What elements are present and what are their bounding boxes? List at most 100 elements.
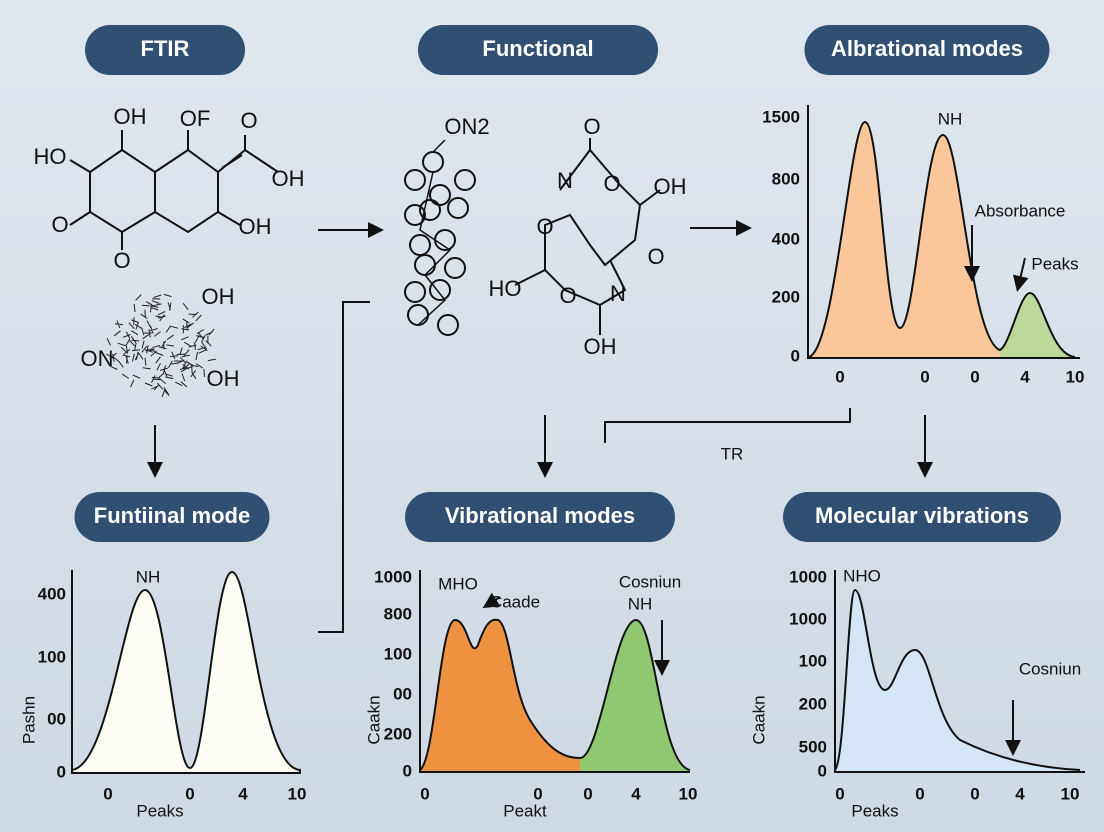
pill-label: Molecular vibrations bbox=[815, 503, 1029, 528]
x-tick-label: 0 bbox=[915, 784, 924, 803]
y-tick-label: 0 bbox=[403, 761, 412, 780]
pill bbox=[418, 25, 658, 75]
annotation: Cosniun bbox=[619, 572, 681, 591]
molecule-label: O bbox=[583, 114, 600, 139]
x-tick-label: 0 bbox=[970, 784, 979, 803]
molecule-label: OH bbox=[114, 104, 147, 129]
molecule-label: N bbox=[557, 168, 573, 193]
x-tick-label: 4 bbox=[1020, 367, 1030, 386]
molecule-label: O bbox=[51, 212, 68, 237]
x-tick-label: 0 bbox=[103, 784, 112, 803]
molecule-label: OH bbox=[202, 284, 235, 309]
y-tick-label: 400 bbox=[38, 584, 66, 603]
x-axis-label: Peaks bbox=[851, 801, 898, 820]
y-tick-label: 100 bbox=[38, 647, 66, 666]
x-tick-label: 4 bbox=[1015, 784, 1025, 803]
layout-shapes bbox=[69, 105, 1085, 774]
y-tick-label: 00 bbox=[393, 684, 412, 703]
molecule-label: O bbox=[559, 283, 576, 308]
ring-atom bbox=[419, 199, 441, 221]
x-tick-label: 10 bbox=[1061, 784, 1080, 803]
molecule-label: OH bbox=[654, 174, 687, 199]
y-tick-label: 200 bbox=[772, 287, 800, 306]
pill bbox=[405, 492, 675, 542]
molecule-label: HO bbox=[34, 144, 67, 169]
pill bbox=[804, 25, 1050, 75]
x-tick-label: 0 bbox=[420, 784, 429, 803]
annotation: MHO bbox=[438, 574, 478, 593]
molecule-label: OH bbox=[272, 166, 305, 191]
y-tick-label: 0 bbox=[791, 346, 800, 365]
x-tick-label: 4 bbox=[238, 784, 248, 803]
pill-label: Functional bbox=[482, 36, 593, 61]
cluster-bonds bbox=[106, 293, 216, 398]
molecule-label: ON2 bbox=[444, 114, 489, 139]
y-tick-label: 800 bbox=[772, 169, 800, 188]
pill-label: Funtiinal mode bbox=[94, 503, 250, 528]
annotation: NH bbox=[136, 567, 161, 586]
y-tick-label: 200 bbox=[384, 724, 412, 743]
molecule-label: O bbox=[113, 248, 130, 273]
y-tick-label: 1000 bbox=[789, 609, 827, 628]
connector-label: TR bbox=[721, 444, 744, 463]
x-tick-label: 10 bbox=[679, 784, 698, 803]
x-tick-label: 10 bbox=[1066, 367, 1085, 386]
molecule-label: O bbox=[647, 244, 664, 269]
ring-atom bbox=[404, 169, 426, 191]
y-tick-label: 800 bbox=[384, 604, 412, 623]
y-tick-label: 400 bbox=[772, 229, 800, 248]
ring-atom bbox=[454, 169, 476, 191]
annotation: Peaks bbox=[1031, 254, 1078, 273]
ring-atom bbox=[444, 257, 466, 279]
annotation: Absorbance bbox=[975, 201, 1066, 220]
x-tick-label: 0 bbox=[185, 784, 194, 803]
x-tick-label: 0 bbox=[583, 784, 592, 803]
y-tick-label: 200 bbox=[799, 694, 827, 713]
molecule-label: ON bbox=[81, 346, 114, 371]
y-tick-label: 500 bbox=[799, 737, 827, 756]
x-tick-label: 0 bbox=[970, 367, 979, 386]
x-tick-label: 10 bbox=[288, 784, 307, 803]
annotation: NH bbox=[628, 594, 653, 613]
molecule-label: OH bbox=[584, 334, 617, 359]
molecule-label: N bbox=[610, 281, 626, 306]
ring-atom bbox=[437, 314, 459, 336]
y-axis-label: Caakn bbox=[749, 695, 768, 744]
molecule-label: O bbox=[603, 171, 620, 196]
y-tick-label: 1000 bbox=[374, 567, 412, 586]
pill bbox=[85, 25, 245, 75]
molecule-label: O bbox=[240, 108, 257, 133]
x-tick-label: 4 bbox=[631, 784, 641, 803]
y-tick-label: 1000 bbox=[789, 567, 827, 586]
ring-atom bbox=[409, 234, 431, 256]
molecule-label: HO bbox=[489, 276, 522, 301]
y-tick-label: 100 bbox=[799, 651, 827, 670]
pill-label: Albrational modes bbox=[831, 36, 1023, 61]
pill-label: Vibrational modes bbox=[445, 503, 635, 528]
annotation: NH bbox=[938, 109, 963, 128]
y-tick-label: 100 bbox=[384, 644, 412, 663]
annotation: Caade bbox=[490, 592, 540, 611]
x-tick-label: 0 bbox=[835, 784, 844, 803]
molecule-label: O bbox=[536, 214, 553, 239]
molecule-label: OH bbox=[207, 366, 240, 391]
y-tick-label: 1500 bbox=[762, 107, 800, 126]
y-tick-label: 00 bbox=[47, 709, 66, 728]
pill bbox=[783, 492, 1061, 542]
molecule-cluster bbox=[106, 293, 216, 398]
pill-label: FTIR bbox=[141, 36, 190, 61]
annotation: Cosniun bbox=[1019, 659, 1081, 678]
ring-atom bbox=[429, 184, 451, 206]
y-tick-label: 0 bbox=[57, 762, 66, 781]
ring-atom bbox=[404, 281, 426, 303]
ring-atom bbox=[447, 197, 469, 219]
x-tick-label: 0 bbox=[533, 784, 542, 803]
molecule-label: OH bbox=[239, 214, 272, 239]
x-tick-label: 0 bbox=[835, 367, 844, 386]
x-axis-label: Peakt bbox=[503, 801, 547, 820]
annotation: NHO bbox=[843, 566, 881, 585]
y-axis-label: Caakn bbox=[364, 695, 383, 744]
ring-atom bbox=[404, 204, 426, 226]
y-axis-label: Pashn bbox=[19, 696, 38, 744]
